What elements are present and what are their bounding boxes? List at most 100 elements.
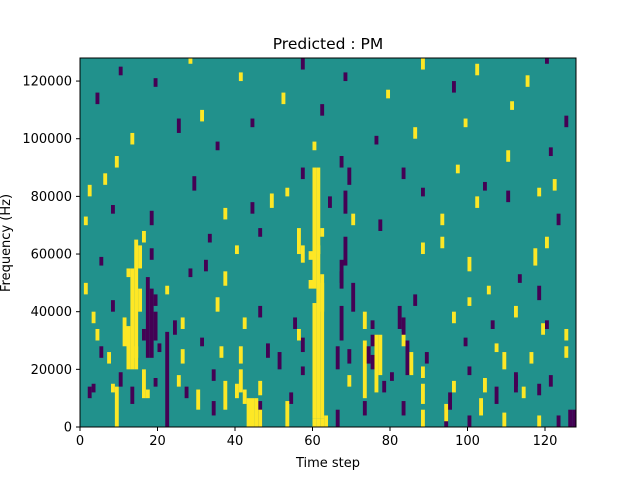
- heatmap-cell: [165, 331, 170, 427]
- heatmap-cell: [91, 383, 96, 393]
- heatmap-cell: [533, 248, 538, 266]
- heatmap-cell: [517, 274, 522, 283]
- heatmap-cell: [91, 311, 96, 324]
- heatmap-cell: [564, 115, 569, 128]
- y-tick-label: 20000: [31, 363, 72, 378]
- heatmap-cell: [223, 380, 228, 410]
- heatmap-cell: [176, 118, 181, 133]
- y-tick-label: 100000: [22, 132, 72, 147]
- heatmap-cell: [242, 389, 247, 404]
- heatmap-cell: [142, 328, 146, 341]
- heatmap-cell: [409, 352, 414, 376]
- heatmap-cell: [475, 63, 480, 76]
- heatmap-cell: [455, 164, 460, 174]
- heatmap-cell: [475, 196, 480, 208]
- heatmap-cell: [138, 288, 143, 312]
- heatmap-cell: [258, 380, 263, 396]
- heatmap-cell: [502, 412, 507, 427]
- heatmap-cell: [149, 248, 154, 260]
- heatmap-cell: [452, 81, 456, 93]
- heatmap-cell: [421, 366, 425, 378]
- heatmap-cell: [483, 377, 487, 393]
- heatmap-cell: [335, 409, 340, 427]
- heatmap-cell: [153, 311, 158, 341]
- heatmap-cell: [118, 372, 123, 387]
- heatmap-cell: [149, 210, 154, 226]
- heatmap-cell: [300, 366, 305, 376]
- heatmap-cell: [103, 173, 108, 185]
- heatmap-cell: [347, 349, 352, 364]
- heatmap-cell: [99, 256, 104, 266]
- heatmap-cell: [266, 343, 270, 358]
- y-axis-ticks: 0 20000 40000 60000 80000 100000 120000: [22, 75, 80, 436]
- heatmap-cell: [343, 190, 348, 214]
- heatmap-cell: [320, 418, 325, 427]
- heatmap-cell: [246, 398, 251, 427]
- heatmap-cell: [145, 389, 150, 399]
- heatmap-background: [80, 58, 576, 427]
- heatmap-cell: [347, 167, 352, 185]
- heatmap-cell: [362, 340, 367, 399]
- heatmap-cell: [258, 305, 263, 318]
- heatmap-cell: [564, 328, 569, 341]
- heatmap-cell: [300, 58, 305, 70]
- heatmap-cell: [421, 383, 425, 404]
- heatmap-cell: [142, 369, 146, 399]
- heatmap-cell: [506, 190, 511, 203]
- heatmap-cell: [184, 386, 189, 399]
- heatmap-cell: [440, 236, 445, 249]
- heatmap-cell: [351, 282, 356, 312]
- heatmap-cell: [556, 213, 561, 226]
- heatmap-cell: [486, 285, 491, 295]
- x-tick-label: 80: [382, 434, 399, 449]
- heatmap-cell: [285, 401, 290, 427]
- heatmap-cell: [254, 398, 259, 427]
- heatmap-cell: [242, 317, 247, 329]
- heatmap-cell: [130, 268, 135, 370]
- heatmap-cell: [188, 268, 193, 278]
- heatmap-cell: [506, 150, 511, 162]
- heatmap-cell: [548, 375, 553, 387]
- heatmap-cell: [223, 207, 228, 220]
- heatmap-cell: [196, 389, 201, 410]
- heatmap-cell: [142, 230, 146, 243]
- heatmap-cell: [378, 334, 383, 376]
- heatmap-cell: [285, 187, 290, 197]
- heatmap-cell: [564, 346, 569, 358]
- y-tick-label: 120000: [22, 75, 72, 90]
- heatmap-cell: [269, 193, 274, 208]
- heatmap-cell: [316, 245, 321, 419]
- heatmap-cell: [180, 317, 185, 329]
- heatmap-cell: [490, 320, 495, 329]
- heatmap-cell: [413, 127, 418, 139]
- heatmap-cell: [444, 403, 449, 422]
- heatmap-cell: [320, 104, 325, 116]
- heatmap-cell: [173, 320, 177, 335]
- heatmap-cell: [347, 375, 352, 387]
- heatmap-cell: [467, 366, 472, 376]
- heatmap-cell: [370, 354, 375, 370]
- heatmap-cell: [514, 305, 518, 318]
- heatmap-cell: [111, 300, 115, 312]
- heatmap-cell: [421, 187, 425, 197]
- heatmap-cell: [343, 236, 348, 266]
- heatmap-cell: [138, 245, 143, 269]
- x-tick-label: 20: [149, 434, 166, 449]
- heatmap-cell: [250, 202, 255, 214]
- heatmap-cell: [145, 277, 150, 358]
- heatmap-cell: [118, 66, 123, 76]
- y-tick-label: 80000: [31, 190, 72, 205]
- heatmap-cell: [413, 294, 418, 306]
- heatmap-cell: [235, 383, 239, 399]
- heatmap-cell: [552, 179, 557, 191]
- heatmap-cell: [374, 334, 379, 393]
- x-tick-label: 0: [76, 434, 84, 449]
- x-axis-label: Time step: [295, 456, 360, 471]
- heatmap-cell: [351, 213, 356, 226]
- heatmap-cell: [215, 297, 220, 312]
- heatmap-cell: [568, 409, 573, 427]
- heatmap-cell: [235, 245, 239, 255]
- heatmap-cell: [297, 228, 301, 255]
- heatmap-cell: [556, 415, 561, 427]
- heatmap-cell: [370, 334, 375, 347]
